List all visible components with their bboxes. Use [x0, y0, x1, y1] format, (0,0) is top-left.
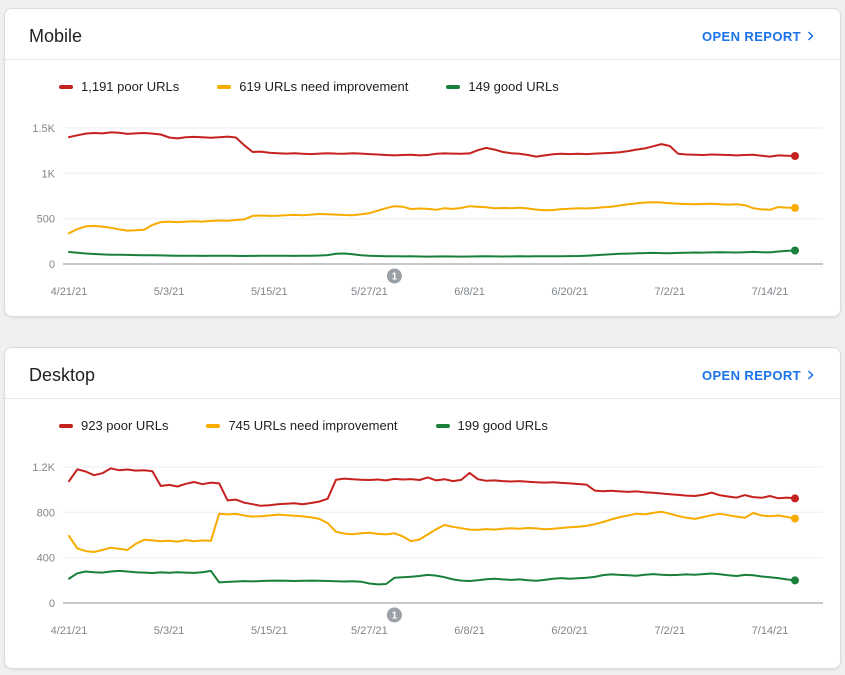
series-line-2: [68, 249, 796, 258]
x-axis-tick-label: 7/14/21: [752, 625, 789, 637]
y-axis-tick-label: 0: [49, 598, 55, 610]
desktop-card-header: Desktop OPEN REPORT: [5, 348, 840, 399]
mobile-card: Mobile OPEN REPORT 1,191 poor URLs 619 U…: [4, 8, 841, 317]
annotation-marker[interactable]: 1: [386, 268, 402, 284]
legend-item-good: 199 good URLs: [435, 418, 548, 433]
series-end-dot-1: [791, 203, 799, 212]
x-axis-tick-label: 4/21/21: [51, 625, 88, 637]
y-axis-tick-label: 800: [37, 507, 55, 519]
needs-improvement-swatch: [217, 84, 232, 89]
series-line-2: [68, 569, 796, 586]
x-axis-tick-label: 5/3/21: [154, 286, 185, 298]
y-axis-tick-label: 400: [37, 553, 55, 565]
desktop-legend: 923 poor URLs 745 URLs need improvement …: [5, 399, 840, 441]
good-swatch: [446, 84, 461, 89]
x-axis-tick-label: 5/27/21: [351, 286, 388, 298]
desktop-card-title: Desktop: [29, 365, 96, 385]
y-axis-tick-label: 1K: [42, 168, 56, 180]
poor-swatch: [59, 84, 73, 89]
legend-item-poor: 923 poor URLs: [59, 418, 168, 433]
y-axis-tick-label: 1.2K: [32, 462, 55, 474]
chevron-right-icon: [802, 366, 820, 384]
x-axis-tick-label: 7/2/21: [655, 625, 686, 637]
x-axis-tick-label: 4/21/21: [51, 286, 88, 298]
poor-swatch: [59, 423, 73, 428]
mobile-card-title: Mobile: [29, 26, 83, 46]
svg-text:1: 1: [392, 611, 398, 622]
needs-improvement-swatch: [206, 423, 221, 428]
y-axis-tick-label: 1.5K: [32, 123, 55, 135]
x-axis-tick-label: 5/15/21: [251, 625, 288, 637]
good-swatch: [435, 423, 450, 428]
series-line-1: [68, 201, 796, 235]
desktop-trend-chart: 0 400 800 1.2K 4/21/21 5/3/21 5/15/21 5/27/21 6/…: [32, 462, 823, 637]
series-line-1: [68, 510, 796, 553]
x-axis-tick-label: 7/2/21: [655, 286, 686, 298]
x-axis-tick-label: 7/14/21: [752, 286, 789, 298]
chevron-right-icon: [802, 27, 820, 45]
legend-item-good: 149 good URLs: [446, 79, 559, 94]
mobile-card-header: Mobile OPEN REPORT: [5, 9, 840, 60]
desktop-open-report-label: OPEN REPORT: [701, 367, 801, 383]
series-end-dot-2: [791, 576, 799, 585]
x-axis-tick-label: 6/20/21: [551, 625, 588, 637]
legend-label-needs-improvement: 619 URLs need improvement: [239, 79, 409, 94]
mobile-legend: 1,191 poor URLs 619 URLs need improvemen…: [5, 60, 840, 102]
y-axis-tick-label: 500: [37, 214, 55, 226]
x-axis-tick-label: 6/8/21: [454, 286, 485, 298]
mobile-open-report-link[interactable]: OPEN REPORT: [702, 27, 820, 45]
x-axis-tick-label: 5/27/21: [351, 625, 388, 637]
y-axis-tick-label: 0: [49, 259, 55, 271]
desktop-open-report-link[interactable]: OPEN REPORT: [702, 366, 820, 384]
x-axis-tick-label: 6/8/21: [454, 625, 485, 637]
legend-label-poor: 923 poor URLs: [81, 418, 169, 433]
legend-item-poor: 1,191 poor URLs: [59, 79, 179, 94]
legend-label-good: 149 good URLs: [468, 79, 559, 94]
series-end-dot-0: [791, 494, 799, 503]
x-axis-tick-label: 5/3/21: [154, 625, 185, 637]
series-end-dot-1: [791, 514, 799, 523]
desktop-card: Desktop OPEN REPORT 923 poor URLs 745 UR…: [4, 347, 841, 669]
series-end-dot-2: [791, 246, 799, 255]
x-axis-tick-label: 5/15/21: [251, 286, 288, 298]
legend-item-needs-improvement: 745 URLs need improvement: [206, 418, 398, 433]
mobile-trend-chart: 0 500 1K 1.5K 4/21/21 5/3/21 5/15/21 5/27/21 6/8…: [32, 123, 823, 298]
series-line-0: [68, 131, 796, 158]
series-end-dot-0: [791, 152, 799, 160]
annotation-marker[interactable]: 1: [386, 607, 402, 623]
legend-label-poor: 1,191 poor URLs: [81, 79, 180, 94]
svg-text:1: 1: [392, 272, 398, 283]
legend-label-needs-improvement: 745 URLs need improvement: [228, 418, 398, 433]
series-line-0: [68, 467, 796, 507]
x-axis-tick-label: 6/20/21: [551, 286, 588, 298]
mobile-open-report-label: OPEN REPORT: [701, 28, 801, 44]
legend-item-needs-improvement: 619 URLs need improvement: [217, 79, 408, 94]
legend-label-good: 199 good URLs: [457, 418, 548, 433]
